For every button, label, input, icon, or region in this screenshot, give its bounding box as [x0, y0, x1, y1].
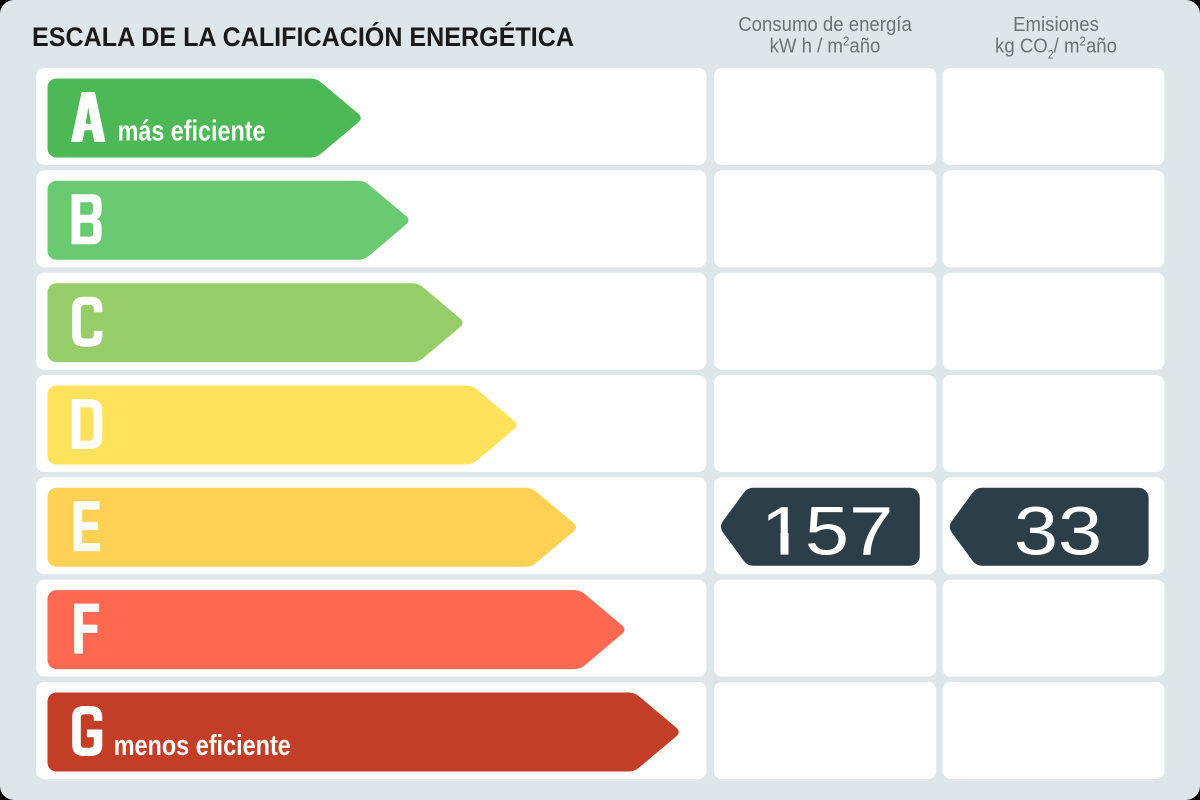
svg-text:kW h / m2año: kW h / m2año	[770, 34, 881, 58]
svg-text:kg CO2/ m2año: kg CO2/ m2año	[995, 34, 1117, 61]
svg-text:ESCALA DE LA CALIFICACIÓN ENER: ESCALA DE LA CALIFICACIÓN ENERGÉTICA	[32, 21, 574, 52]
svg-text:menos eficiente: menos eficiente	[114, 729, 291, 762]
svg-text:33: 33	[1014, 493, 1102, 570]
svg-text:más eficiente: más eficiente	[118, 114, 266, 147]
svg-text:Emisiones: Emisiones	[1013, 14, 1099, 36]
svg-text:157: 157	[761, 493, 894, 570]
svg-text:Consumo de energía: Consumo de energía	[738, 14, 912, 36]
